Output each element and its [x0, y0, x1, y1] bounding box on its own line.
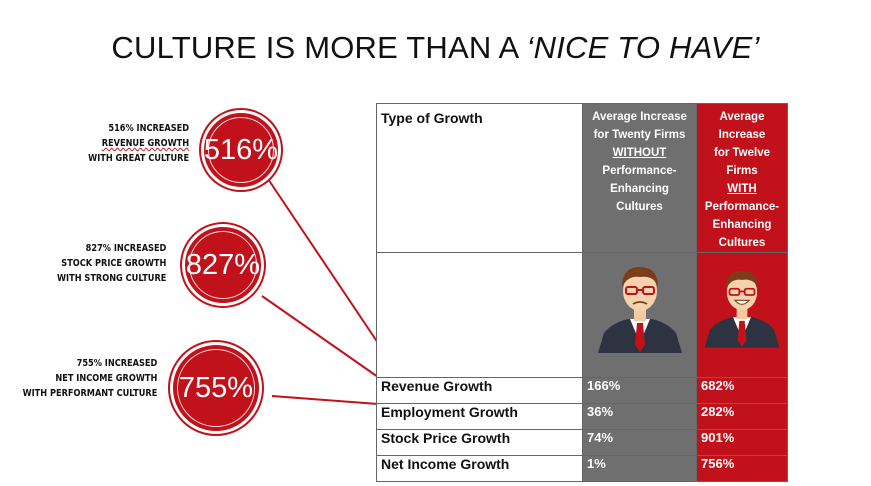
title-italic: ‘NICE TO HAVE’	[526, 30, 760, 65]
table-row: Employment Growth 36% 282%	[376, 403, 788, 430]
row-without-value: 166%	[582, 377, 697, 404]
happy-businessman-icon	[704, 270, 780, 348]
stat-badge-income: 755%	[170, 342, 262, 434]
happy-person-cell	[696, 252, 788, 378]
header-without: Average Increase for Twenty Firms WITHOU…	[582, 103, 697, 253]
table-row: Revenue Growth 166% 682%	[376, 377, 788, 404]
row-label: Revenue Growth	[376, 377, 583, 404]
connector-line-income	[271, 395, 379, 405]
row-label: Stock Price Growth	[376, 429, 583, 456]
unhappy-businessman-icon	[597, 267, 682, 353]
header-with: Average Increase for Twelve Firms WITH P…	[696, 103, 788, 253]
table-row: Net Income Growth 1% 756%	[376, 455, 788, 482]
row-label: Employment Growth	[376, 403, 583, 430]
header-type-of-growth: Type of Growth	[376, 103, 583, 253]
stat-label-stock: 827% INCREASED STOCK PRICE GROWTH WITH S…	[56, 243, 167, 284]
connector-line-revenue	[261, 169, 379, 344]
sad-person-cell	[582, 252, 697, 378]
table-image-row	[376, 252, 788, 378]
row-without-value: 36%	[582, 403, 697, 430]
stat-badge-revenue: 516%	[201, 110, 281, 190]
growth-table: Type of Growth Average Increase for Twen…	[376, 103, 788, 482]
row-with-value: 756%	[696, 455, 788, 482]
stat-badge-stock: 827%	[182, 224, 264, 306]
connector-line-stock	[261, 295, 379, 378]
table-row: Stock Price Growth 74% 901%	[376, 429, 788, 456]
slide-title: CULTURE IS MORE THAN A ‘NICE TO HAVE’	[0, 30, 871, 66]
row-without-value: 1%	[582, 455, 697, 482]
stat-label-income: 755% INCREASED NET INCOME GROWTH WITH PE…	[22, 358, 157, 399]
table-header-row: Type of Growth Average Increase for Twen…	[376, 103, 788, 253]
row-without-value: 74%	[582, 429, 697, 456]
row-label: Net Income Growth	[376, 455, 583, 482]
row-with-value: 682%	[696, 377, 788, 404]
row-with-value: 901%	[696, 429, 788, 456]
empty-cell	[376, 252, 583, 378]
stat-label-revenue: 516% INCREASED REVENUE GROWTH WITH GREAT…	[88, 123, 189, 164]
row-with-value: 282%	[696, 403, 788, 430]
title-main: CULTURE IS MORE THAN A	[111, 30, 527, 65]
